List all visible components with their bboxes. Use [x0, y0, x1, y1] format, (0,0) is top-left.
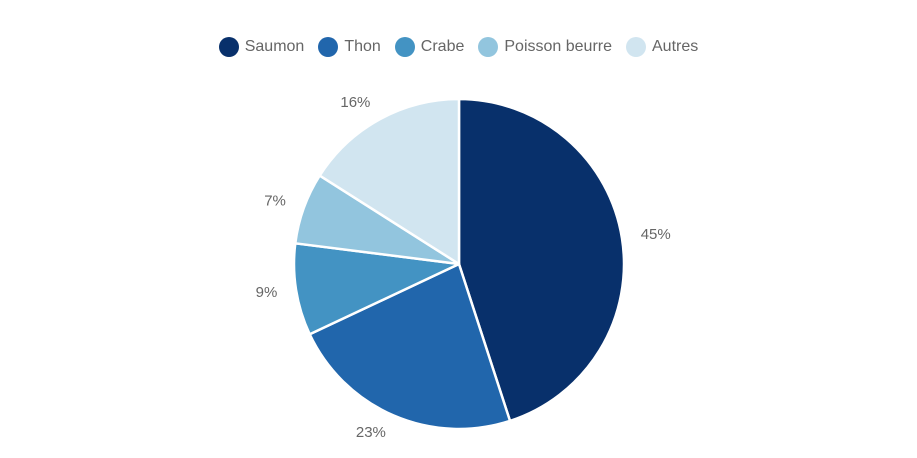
legend-swatch-poisson-beurre — [478, 37, 499, 57]
legend-swatch-crabe — [394, 37, 415, 57]
legend-label-thon: Thon — [344, 38, 381, 55]
pie-slice-autres[interactable] — [318, 97, 461, 266]
legend-label-saumon: Saumon — [244, 38, 305, 55]
legend-swatch-thon — [318, 37, 339, 57]
pie-slice-thon[interactable] — [308, 262, 512, 431]
chart-legend: Saumon Thon Crabe Poisson beurre Autres — [0, 36, 917, 58]
pie-label-poisson-beurre: 7% — [264, 193, 286, 210]
pie-label-autres: 16% — [340, 94, 370, 111]
pie-label-thon: 23% — [356, 424, 386, 441]
legend-item-thon[interactable]: Thon — [318, 37, 381, 57]
legend-swatch-autres — [626, 37, 646, 57]
legend-item-poisson-beurre[interactable]: Poisson beurre — [478, 37, 612, 57]
legend-swatch-saumon — [218, 37, 239, 57]
legend-item-autres[interactable]: Autres — [626, 37, 698, 57]
pie-labels: 45% 23% 9% 7% 16% — [256, 94, 671, 441]
pie-label-saumon: 45% — [641, 226, 671, 243]
pie-slice-crabe[interactable] — [292, 242, 461, 336]
legend-label-poisson-beurre: Poisson beurre — [504, 38, 612, 55]
pie-label-crabe: 9% — [256, 284, 278, 301]
legend-label-autres: Autres — [652, 38, 699, 55]
pie-slice-saumon[interactable] — [457, 97, 626, 423]
legend-label-crabe: Crabe — [420, 38, 465, 55]
pie-slices — [292, 97, 626, 431]
legend-item-saumon[interactable]: Saumon — [218, 37, 305, 57]
legend-item-crabe[interactable]: Crabe — [394, 37, 465, 57]
